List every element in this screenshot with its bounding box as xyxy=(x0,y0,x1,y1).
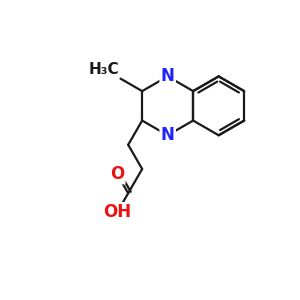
Text: OH: OH xyxy=(103,203,131,221)
Text: H₃C: H₃C xyxy=(88,62,119,77)
Text: N: N xyxy=(161,68,175,85)
Text: O: O xyxy=(110,165,124,183)
Text: N: N xyxy=(161,126,175,144)
